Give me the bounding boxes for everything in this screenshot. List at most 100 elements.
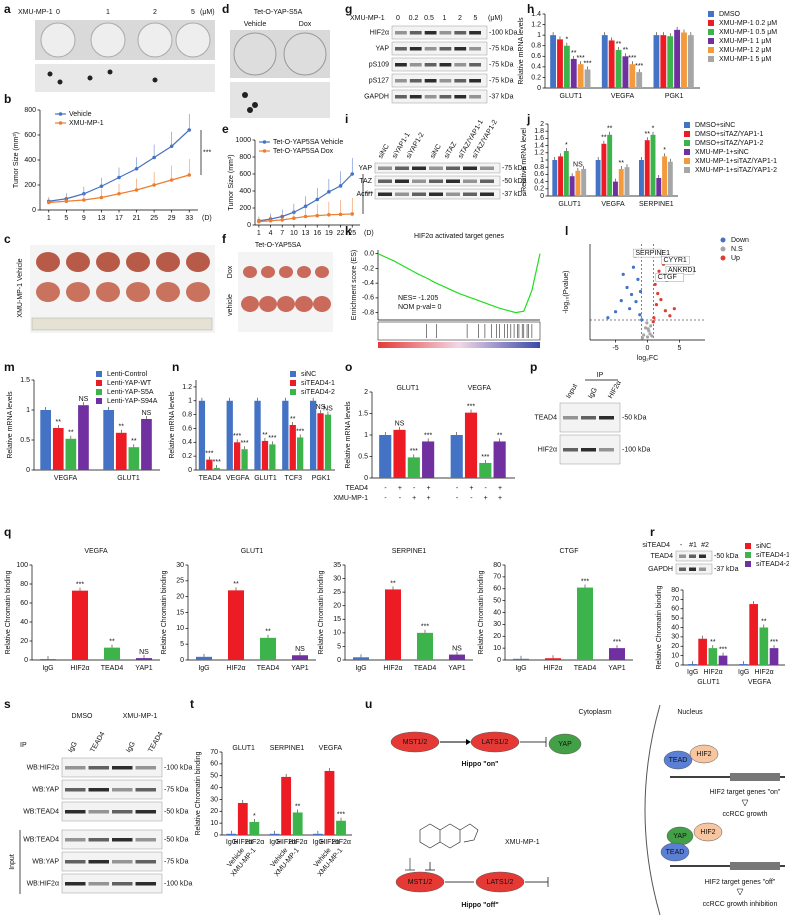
- point: [303, 204, 308, 209]
- chem-structure: [405, 823, 479, 871]
- point: [613, 310, 618, 314]
- blot-band: [439, 31, 452, 35]
- blot-row-label: GAPDH: [648, 566, 673, 573]
- legend-label: siTEAD4-2: [756, 561, 789, 568]
- bar: [65, 438, 77, 470]
- y-tick-label: 0: [24, 657, 28, 664]
- tead: [663, 750, 693, 770]
- x-tick-label: 13: [98, 215, 106, 222]
- blot-band: [463, 192, 477, 196]
- bar: [72, 590, 88, 660]
- point: [82, 198, 86, 202]
- x-tick-label: HIF2α: [226, 665, 245, 672]
- point: [187, 173, 192, 177]
- significance: **: [710, 639, 716, 646]
- x-tick-label: 1: [257, 230, 261, 237]
- y-axis-label: Enrichment score (ES): [351, 250, 358, 320]
- legend-label: Lenti-YAP-S5A: [107, 389, 154, 396]
- blot-band: [454, 95, 467, 99]
- point: [117, 191, 121, 196]
- x-tick-label: GLUT1: [396, 385, 419, 392]
- condition-sign: +: [412, 495, 416, 502]
- legend-swatch: [708, 47, 714, 53]
- point: [628, 307, 632, 311]
- kinase-label: LATS1/2: [482, 739, 509, 746]
- y-tick-label: 60: [671, 606, 679, 613]
- lane-label: siTAZ: [443, 140, 458, 160]
- well: [137, 22, 173, 58]
- legend-swatch: [290, 380, 296, 386]
- y-tick-label: 2: [540, 121, 544, 128]
- colony: [252, 102, 258, 108]
- legend-label: XMU-MP-1 0.5 μM: [719, 29, 777, 36]
- significance: **: [497, 432, 503, 439]
- dose: 0.5: [424, 15, 434, 22]
- legend-swatch: [96, 371, 102, 377]
- condition-name: TEAD4: [345, 485, 368, 492]
- blot-row-label: Actin: [356, 191, 372, 198]
- bar: [103, 410, 115, 470]
- bar: [136, 658, 152, 660]
- y-tick-label: 1: [364, 432, 368, 439]
- legend-label: XMU-MP-1 5 μM: [719, 56, 771, 63]
- input-label: Input: [9, 854, 16, 870]
- y-tick-label: 0.2: [182, 453, 192, 460]
- blot-size: -50 kDa: [164, 836, 189, 843]
- y-tick-label: 0: [214, 832, 218, 839]
- panel-letter: r: [650, 525, 655, 539]
- blot-band: [395, 166, 409, 170]
- blot-band: [424, 79, 437, 83]
- lane-label: siNC: [377, 143, 391, 160]
- y-tick-label: 20: [176, 594, 184, 601]
- bar: [639, 160, 644, 196]
- bar-label: HIF2α: [703, 669, 722, 676]
- significance: ***: [719, 646, 727, 653]
- y-tick-label: 0: [26, 467, 30, 474]
- tumor: [126, 282, 150, 302]
- y-tick-label: 0.5: [20, 437, 30, 444]
- chart-title: CTGF: [559, 548, 578, 555]
- blot-band: [424, 31, 437, 35]
- significance: ***: [770, 639, 778, 646]
- y-tick-label: 40: [493, 609, 501, 616]
- legend-label: XMU-MP-1 1 μM: [719, 38, 771, 45]
- blot-band: [563, 416, 578, 420]
- bar: [759, 627, 769, 665]
- bar: [450, 435, 463, 478]
- legend-label: siNC: [756, 543, 771, 550]
- x-axis-label: (D): [202, 215, 212, 222]
- ip-label: IP: [20, 742, 27, 749]
- blot-strip: [391, 73, 488, 88]
- bar-label: HIF2α: [277, 839, 296, 846]
- condition-sign: -: [399, 495, 402, 502]
- blot-row-label: pS109: [369, 61, 389, 68]
- blot-size: -37 kDa: [502, 191, 527, 198]
- y-tick-label: 20: [333, 603, 341, 610]
- x-tick-label: VEGFA: [611, 93, 635, 100]
- bar: [379, 435, 392, 478]
- dose-label: XMU-MP-1: [18, 9, 53, 16]
- significance: **: [623, 47, 629, 54]
- blot-band: [65, 810, 86, 814]
- y-tick-label: 40: [671, 624, 679, 631]
- blot-band: [446, 179, 460, 183]
- y-tick-label: 80: [671, 587, 679, 594]
- point: [315, 197, 320, 202]
- y-tick-label: 0: [540, 193, 544, 200]
- blot-band: [581, 448, 596, 452]
- point: [169, 144, 174, 149]
- blot-size: -37 kDa: [489, 93, 514, 100]
- colony-photo: [230, 82, 330, 118]
- y-tick-label: 10: [493, 645, 501, 652]
- blot-band: [454, 31, 467, 35]
- blot-strip: [61, 851, 163, 872]
- condition-sign: +: [398, 485, 402, 492]
- y-tick-label: 10: [176, 625, 184, 632]
- significance: ***: [421, 624, 429, 631]
- legend-swatch: [708, 11, 714, 17]
- x-tick-label: 4: [269, 230, 273, 237]
- bar: [317, 413, 324, 470]
- blot-band: [135, 860, 156, 864]
- condition-sign: -: [413, 485, 416, 492]
- blot-band: [469, 79, 481, 83]
